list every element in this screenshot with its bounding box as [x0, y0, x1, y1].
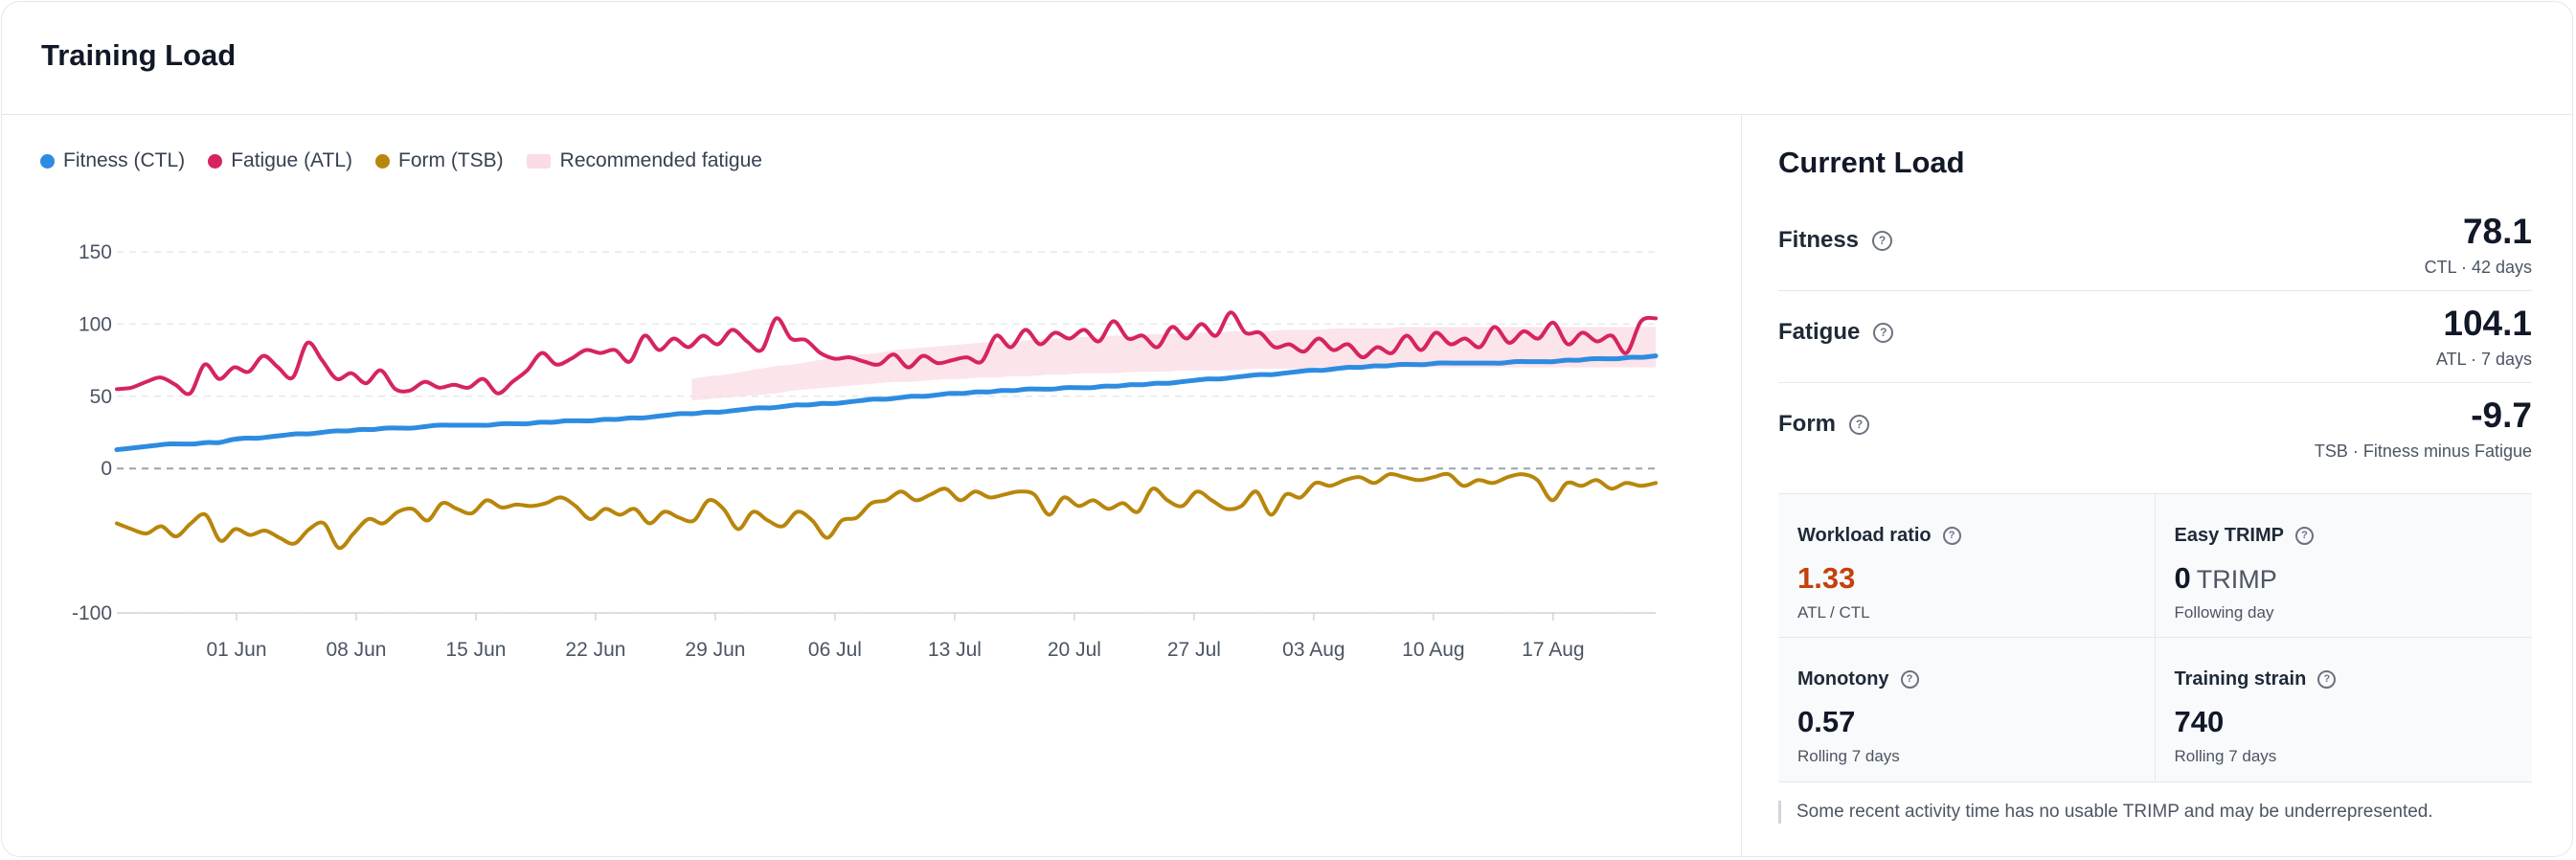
card-header: Training Load: [2, 2, 2572, 115]
x-tick-label-7: 20 Jul: [1048, 639, 1101, 661]
metric-fatigue: Fatigue ? 104.1 ATL · 7 days: [1778, 290, 2532, 383]
stat-monotony-value: 0.57: [1797, 705, 1856, 738]
current-load-title: Current Load: [1778, 146, 1965, 179]
legend-fitness-marker: [40, 153, 55, 169]
metric-fitness: Fitness ? 78.1 CTL · 42 days: [1778, 198, 2532, 291]
legend-fatigue-marker: [208, 153, 223, 169]
stat-easy-trimp-label-wrap: Easy TRIMP ?: [2175, 525, 2314, 547]
y-tick-label-3: 0: [101, 458, 112, 480]
legend-fatigue[interactable]: Fatigue (ATL): [208, 149, 352, 172]
stat-monotony-label: Monotony: [1797, 668, 1889, 690]
x-tick-label-2: 15 Jun: [445, 639, 506, 661]
fatigue-line: [115, 310, 1658, 396]
x-tick-label-3: 22 Jun: [565, 639, 625, 661]
legend-recommended-fatigue-marker: [526, 153, 551, 169]
stat-training-strain-value: 740: [2174, 705, 2225, 738]
metric-fatigue-label: Fatigue: [1778, 319, 1861, 345]
metric-fatigue-label-wrap: Fatigue ?: [1778, 319, 1894, 346]
stat-training-strain: Training strain ? 740 Rolling 7 days: [2156, 638, 2533, 781]
y-tick-label-4: -100: [72, 602, 112, 624]
metric-fitness-value: 78.1: [2462, 212, 2532, 251]
monotony-help-icon[interactable]: ?: [1900, 670, 1919, 689]
legend-fitness[interactable]: Fitness (CTL): [40, 149, 185, 172]
trimp-note: Some recent activity time has no usable …: [1778, 801, 2433, 824]
stat-monotony: Monotony ? 0.57 Rolling 7 days: [1778, 638, 2156, 781]
easy-trimp-help-icon[interactable]: ?: [2294, 527, 2314, 545]
x-tick-label-11: 17 Aug: [1522, 639, 1584, 661]
y-tick-label-2: 50: [90, 386, 112, 408]
stat-easy-trimp-label: Easy TRIMP: [2174, 525, 2284, 546]
workload-ratio-help-icon[interactable]: ?: [1942, 527, 1961, 545]
metric-fatigue-sub: ATL · 7 days: [2435, 350, 2532, 369]
legend-form[interactable]: Form (TSB): [375, 149, 504, 172]
stat-easy-trimp-value: 0: [2174, 561, 2191, 595]
x-tick-label-10: 10 Aug: [1402, 639, 1464, 661]
form-line: [115, 471, 1658, 551]
stat-workload-ratio-label: Workload ratio: [1797, 525, 1932, 546]
metric-fatigue-value: 104.1: [2443, 304, 2532, 343]
chart-legend: Fitness (CTL) Fatigue (ATL) Form (TSB) R…: [40, 149, 785, 172]
chart-pane: 150 100 50 0 -100 01 Jun 08 Jun 15 Jun 22 Jun 29 …: [2, 115, 1741, 856]
legend-fatigue-label: Fatigue (ATL): [231, 149, 353, 171]
stat-workload-ratio-sub: ATL / CTL: [1797, 603, 1870, 622]
stat-easy-trimp: Easy TRIMP ? 0 TRIMP Following day: [2155, 494, 2532, 638]
stat-monotony-sub: Rolling 7 days: [1797, 747, 1900, 765]
y-tick-label-1: 100: [79, 313, 112, 335]
legend-recommended-fatigue[interactable]: Recommended fatigue: [526, 149, 762, 172]
legend-form-label: Form (TSB): [398, 149, 504, 171]
stat-training-strain-label-wrap: Training strain ?: [2175, 668, 2337, 690]
legend-fitness-label: Fitness (CTL): [63, 149, 186, 171]
training-strain-help-icon[interactable]: ?: [2317, 670, 2337, 689]
stat-easy-trimp-unit: TRIMP: [2196, 565, 2277, 594]
metric-form: Form ? -9.7 TSB · Fitness minus Fatigue: [1778, 382, 2532, 474]
stat-workload-ratio-value: 1.33: [1797, 561, 1856, 595]
stat-workload-ratio-label-wrap: Workload ratio ?: [1797, 525, 1961, 547]
fitness-line: [114, 353, 1659, 453]
x-tick-label-6: 13 Jul: [928, 639, 982, 661]
metric-fitness-sub: CTL · 42 days: [2424, 258, 2532, 277]
card-title: Training Load: [41, 38, 237, 72]
x-tick-label-8: 27 Jul: [1167, 639, 1221, 661]
metric-form-label-wrap: Form ?: [1778, 411, 1869, 438]
legend-form-marker: [375, 153, 391, 169]
fatigue-help-icon[interactable]: ?: [1873, 322, 1894, 343]
fitness-help-icon[interactable]: ?: [1872, 230, 1893, 251]
stat-training-strain-sub: Rolling 7 days: [2174, 747, 2277, 765]
metric-form-value: -9.7: [2471, 396, 2532, 435]
stat-easy-trimp-value-wrap: 0 TRIMP: [2175, 561, 2277, 596]
stat-workload-ratio: Workload ratio ? 1.33 ATL / CTL: [1778, 494, 2156, 638]
metric-fitness-label: Fitness: [1778, 227, 1860, 253]
legend-recommended-fatigue-label: Recommended fatigue: [559, 149, 762, 171]
x-tick-label-1: 08 Jun: [326, 639, 386, 661]
x-tick-label-5: 06 Jul: [808, 639, 862, 661]
y-tick-label-0: 150: [79, 241, 112, 263]
metric-form-sub: TSB · Fitness minus Fatigue: [2314, 441, 2532, 461]
metric-fitness-label-wrap: Fitness ?: [1778, 227, 1893, 254]
stat-monotony-label-wrap: Monotony ?: [1797, 668, 1919, 690]
x-tick-label-0: 01 Jun: [206, 639, 266, 661]
stat-training-strain-label: Training strain: [2174, 668, 2307, 690]
current-load-panel: Current Load Fitness ? 78.1 CTL · 42 day…: [1741, 115, 2572, 856]
x-tick-label-4: 29 Jun: [685, 639, 745, 661]
training-load-chart: 150 100 50 0 -100 01 Jun 08 Jun 15 Jun 22 Jun 29 …: [72, 241, 1659, 661]
stat-easy-trimp-sub: Following day: [2174, 603, 2274, 622]
form-help-icon[interactable]: ?: [1849, 414, 1869, 435]
x-tick-label-9: 03 Aug: [1282, 639, 1344, 661]
load-stats-grid: Workload ratio ? 1.33 ATL / CTL Easy TRI…: [1778, 493, 2532, 782]
metric-form-label: Form: [1778, 411, 1836, 437]
